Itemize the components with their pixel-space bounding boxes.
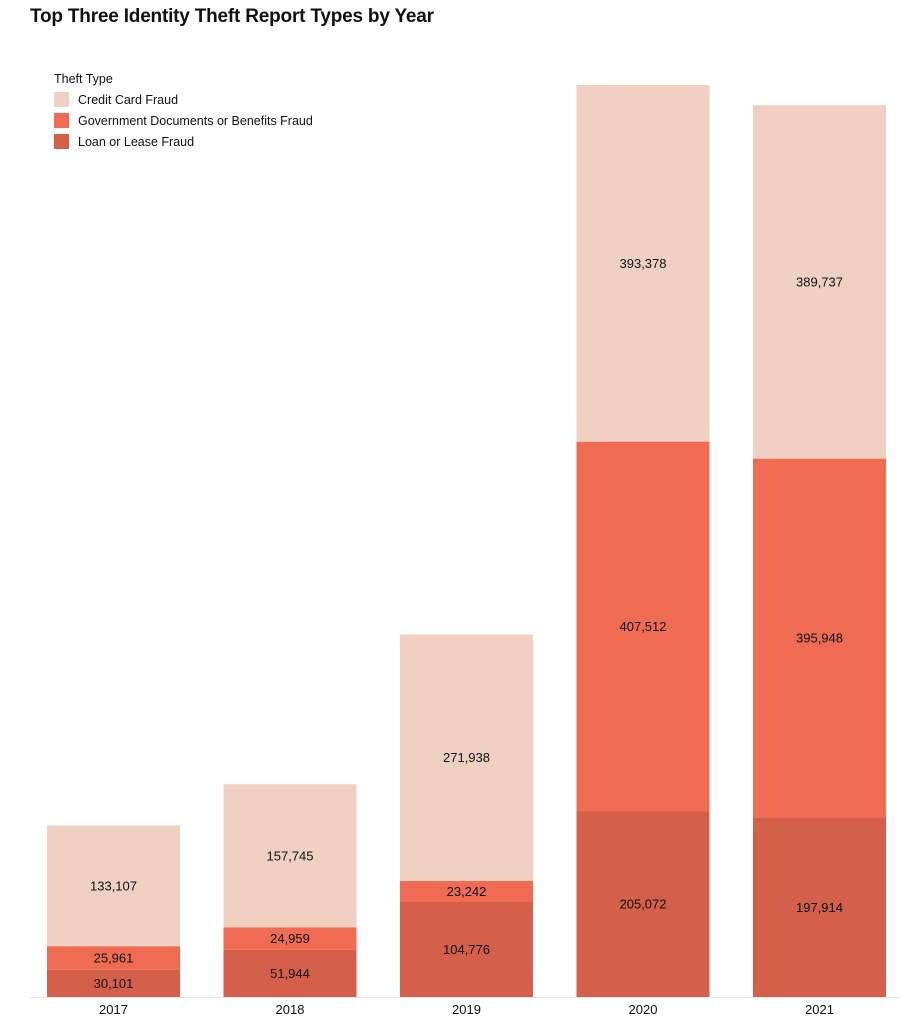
bar-value-label: 104,776 <box>443 942 490 957</box>
x-tick-label: 2021 <box>805 1002 834 1017</box>
legend-label: Credit Card Fraud <box>78 92 179 107</box>
bar-value-label: 205,072 <box>620 897 667 912</box>
bar-segment <box>223 784 357 928</box>
bar-value-label: 133,107 <box>90 878 137 893</box>
bar-value-label: 23,242 <box>447 884 487 899</box>
bar-value-label: 407,512 <box>620 619 667 634</box>
bar-value-label: 25,961 <box>94 950 134 965</box>
bar-value-label: 24,959 <box>270 931 310 946</box>
bar-segment <box>223 949 357 997</box>
bar-segment <box>576 85 710 442</box>
bar-segment <box>753 817 886 997</box>
x-tick-label: 2019 <box>452 1002 481 1017</box>
bar-segment <box>47 969 180 997</box>
bar-segment <box>400 634 533 881</box>
bar-segment <box>47 946 180 970</box>
legend: Theft Type Credit Card Fraud Government … <box>54 72 313 152</box>
legend-swatch <box>54 134 69 149</box>
bar-value-label: 51,944 <box>270 966 310 981</box>
legend-item-government: Government Documents or Benefits Fraud <box>54 110 313 131</box>
legend-item-loan: Loan or Lease Fraud <box>54 131 313 152</box>
legend-label: Loan or Lease Fraud <box>78 134 195 149</box>
legend-item-credit-card: Credit Card Fraud <box>54 89 313 110</box>
legend-swatch <box>54 92 69 107</box>
x-tick-label: 2017 <box>99 1002 128 1017</box>
bar-value-label: 157,745 <box>267 848 314 863</box>
chart-title: Top Three Identity Theft Report Types by… <box>30 6 434 27</box>
bar-segment <box>400 880 533 903</box>
x-tick-label: 2018 <box>276 1002 305 1017</box>
legend-title: Theft Type <box>54 72 113 86</box>
legend-swatch <box>54 113 69 128</box>
x-tick-label: 2020 <box>629 1002 658 1017</box>
bar-segment <box>753 105 886 459</box>
bar-value-label: 393,378 <box>620 256 667 271</box>
bar-segment <box>576 811 710 997</box>
legend-label: Government Documents or Benefits Fraud <box>78 113 313 128</box>
bar-segment <box>753 458 886 818</box>
bar-value-label: 395,948 <box>796 631 843 646</box>
bar-segment <box>47 825 180 947</box>
bar-value-label: 30,101 <box>94 976 134 991</box>
bar-segment <box>223 927 357 950</box>
bar-segment <box>576 441 710 812</box>
bar-value-label: 389,737 <box>796 274 843 289</box>
bar-segment <box>400 902 533 997</box>
bar-value-label: 197,914 <box>796 900 843 915</box>
bar-value-label: 271,938 <box>443 750 490 765</box>
